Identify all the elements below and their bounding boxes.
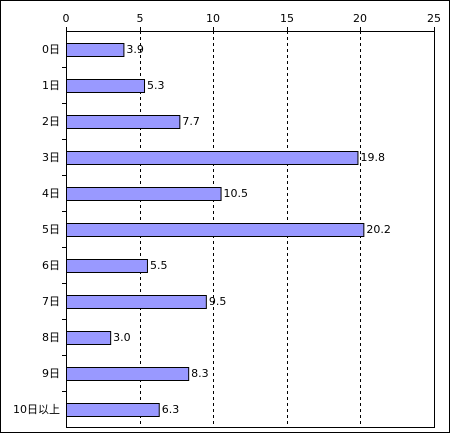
x-tick-label-3: 15 [280, 12, 294, 25]
x-tick-label-2: 10 [206, 12, 220, 25]
category-label: 9日 [42, 367, 60, 380]
bar [66, 403, 160, 417]
x-axis-ticks: 0 5 10 15 20 25 [63, 12, 441, 31]
bar [66, 187, 222, 201]
value-label: 6.3 [162, 403, 180, 416]
x-tick-label-5: 25 [427, 12, 441, 25]
bar [66, 151, 359, 165]
value-label: 3.9 [126, 43, 143, 56]
bar [66, 115, 181, 129]
category-label: 8日 [42, 331, 60, 344]
value-label: 20.2 [366, 223, 391, 236]
category-label: 0日 [42, 43, 60, 56]
value-label: 3.0 [113, 331, 131, 344]
bar [66, 367, 190, 381]
category-label: 2日 [42, 115, 60, 128]
category-label: 4日 [42, 187, 60, 200]
bar [66, 331, 112, 345]
category-label: 5日 [42, 223, 60, 236]
value-label: 7.7 [182, 115, 200, 128]
bar [66, 223, 365, 237]
bar [66, 79, 146, 93]
x-tick-label-4: 20 [353, 12, 367, 25]
x-tick-label-0: 0 [63, 12, 70, 25]
bars [66, 43, 365, 417]
value-label: 8.3 [191, 367, 209, 380]
y-axis-categories: 0日 1日 2日 3日 4日 5日 6日 7日 8日 9日 10日以上 [13, 43, 66, 416]
bar [66, 259, 148, 273]
category-label: 6日 [42, 259, 60, 272]
x-tick-label-1: 5 [137, 12, 144, 25]
value-label: 5.5 [150, 259, 168, 272]
value-label: 19.8 [360, 151, 385, 164]
category-label: 1日 [42, 79, 60, 92]
category-label: 3日 [42, 151, 60, 164]
value-label: 10.5 [224, 187, 249, 200]
category-label: 10日以上 [13, 403, 60, 416]
category-label: 7日 [42, 295, 60, 308]
value-label: 5.3 [147, 79, 165, 92]
bar [66, 295, 207, 309]
value-label: 9.5 [209, 295, 227, 308]
value-labels: 3.9 5.3 7.7 19.8 10.5 20.2 5.5 9.5 3.0 8.3 6.3 [113, 43, 391, 416]
bar [66, 43, 125, 57]
